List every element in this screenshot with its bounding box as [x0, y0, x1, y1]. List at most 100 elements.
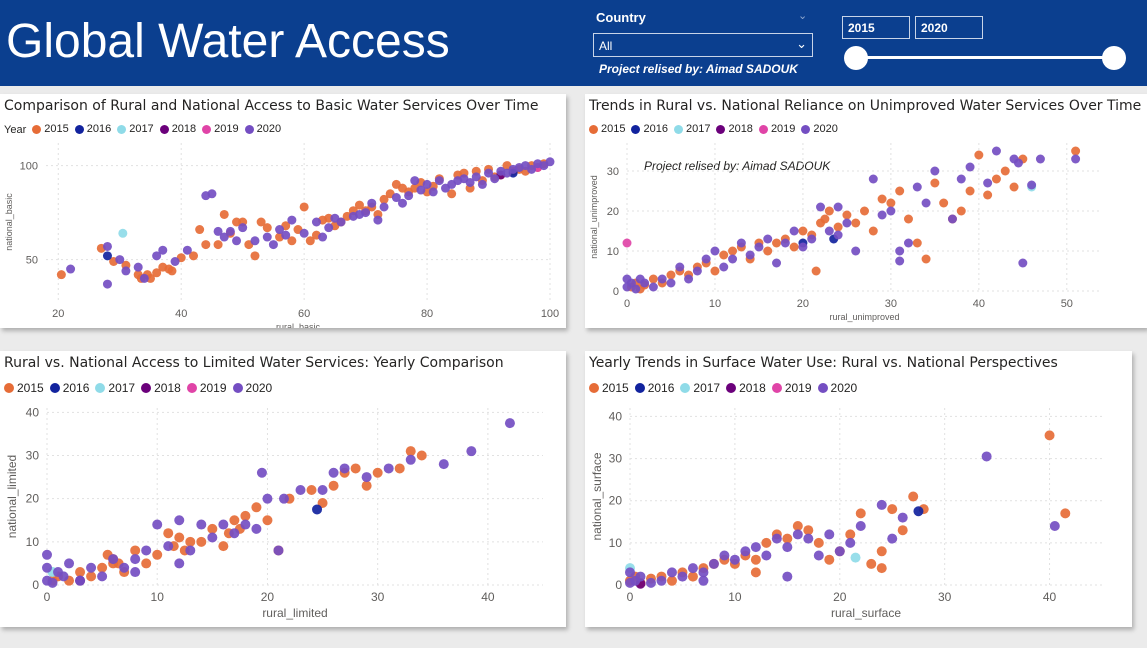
data-point-2020[interactable] — [434, 176, 444, 186]
data-point-2020[interactable] — [1027, 180, 1037, 190]
data-point-2020[interactable] — [373, 215, 383, 225]
data-point-2020[interactable] — [834, 546, 845, 557]
data-point-2020[interactable] — [645, 577, 656, 588]
data-point-2020[interactable] — [745, 250, 755, 260]
data-point-2015[interactable] — [772, 238, 782, 248]
data-point-2015[interactable] — [201, 240, 211, 250]
data-point-2015[interactable] — [811, 266, 821, 276]
data-point-2015[interactable] — [152, 549, 163, 560]
data-point-2015[interactable] — [174, 532, 185, 543]
data-point-2015[interactable] — [256, 217, 266, 227]
data-point-2020[interactable] — [736, 238, 746, 248]
data-point-2020[interactable] — [719, 262, 729, 272]
data-point-2020[interactable] — [771, 533, 782, 544]
data-point-2015[interactable] — [868, 226, 878, 236]
data-point-2015[interactable] — [912, 238, 922, 248]
data-point-2015[interactable] — [262, 223, 272, 233]
data-point-2015[interactable] — [965, 186, 975, 196]
data-point-2020[interactable] — [956, 174, 966, 184]
data-point-2020[interactable] — [754, 242, 764, 252]
data-point-2020[interactable] — [238, 223, 248, 233]
data-point-2020[interactable] — [229, 528, 240, 539]
data-point-2020[interactable] — [780, 238, 790, 248]
data-point-2020[interactable] — [383, 463, 394, 474]
data-point-2020[interactable] — [130, 554, 141, 565]
data-point-2015[interactable] — [196, 536, 207, 547]
legend-item-2017[interactable]: 2017 — [673, 123, 710, 135]
data-point-2015[interactable] — [666, 270, 676, 280]
data-point-2020[interactable] — [405, 454, 416, 465]
data-point-2020[interactable] — [152, 519, 163, 530]
data-point-2016[interactable] — [312, 504, 323, 515]
data-point-2020[interactable] — [268, 240, 278, 250]
data-point-2015[interactable] — [887, 504, 898, 515]
data-point-2020[interactable] — [886, 206, 896, 216]
data-point-2020[interactable] — [152, 251, 162, 261]
data-point-2015[interactable] — [728, 246, 738, 256]
data-point-2020[interactable] — [991, 146, 1001, 156]
data-point-2020[interactable] — [262, 493, 273, 504]
data-point-2020[interactable] — [792, 529, 803, 540]
data-point-2020[interactable] — [185, 545, 196, 556]
data-point-2015[interactable] — [75, 567, 86, 578]
legend-item-2019[interactable]: 2019 — [202, 123, 239, 135]
data-point-2017[interactable] — [118, 228, 128, 238]
data-point-2020[interactable] — [698, 575, 709, 586]
data-point-2015[interactable] — [163, 528, 174, 539]
data-point-2020[interactable] — [527, 164, 537, 174]
data-point-2020[interactable] — [240, 519, 251, 530]
data-point-2020[interactable] — [666, 278, 676, 288]
data-point-2020[interactable] — [133, 262, 143, 272]
data-point-2015[interactable] — [845, 529, 856, 540]
data-point-2020[interactable] — [855, 521, 866, 531]
data-point-2020[interactable] — [119, 562, 130, 573]
data-point-2020[interactable] — [299, 228, 309, 238]
data-point-2015[interactable] — [379, 194, 389, 204]
data-point-2020[interactable] — [798, 242, 808, 252]
data-point-2020[interactable] — [1035, 154, 1045, 164]
data-point-2015[interactable] — [361, 480, 372, 491]
data-point-2020[interactable] — [490, 174, 500, 184]
data-point-2015[interactable] — [813, 537, 824, 548]
legend-item-2016[interactable]: 2016 — [634, 381, 674, 395]
data-point-2020[interactable] — [75, 575, 86, 586]
data-point-2020[interactable] — [207, 532, 218, 543]
data-point-2015[interactable] — [792, 521, 803, 531]
data-point-2015[interactable] — [350, 463, 361, 474]
data-point-2020[interactable] — [842, 218, 852, 228]
year-slider-end-handle[interactable] — [1102, 46, 1126, 70]
data-point-2015[interactable] — [416, 450, 427, 461]
data-point-2015[interactable] — [824, 206, 834, 216]
data-point-2015[interactable] — [761, 537, 772, 548]
data-point-2015[interactable] — [866, 558, 877, 569]
data-point-2015[interactable] — [750, 554, 761, 565]
data-point-2020[interactable] — [336, 217, 346, 227]
data-point-2020[interactable] — [657, 274, 667, 284]
data-point-2020[interactable] — [466, 446, 477, 457]
data-point-2015[interactable] — [213, 240, 223, 250]
data-point-2015[interactable] — [167, 266, 177, 276]
chevron-down-icon[interactable]: ⌄ — [796, 37, 807, 52]
data-point-2015[interactable] — [262, 515, 273, 526]
data-point-2015[interactable] — [189, 251, 199, 261]
legend-item-2017[interactable]: 2017 — [95, 381, 135, 395]
data-point-2020[interactable] — [740, 546, 751, 557]
data-point-2015[interactable] — [824, 554, 835, 565]
data-point-2015[interactable] — [789, 242, 799, 252]
data-point-2020[interactable] — [317, 485, 328, 496]
data-point-2020[interactable] — [465, 178, 475, 187]
data-point-2020[interactable] — [876, 499, 887, 510]
data-point-2020[interactable] — [782, 542, 793, 553]
data-point-2015[interactable] — [152, 268, 162, 278]
data-point-2020[interactable] — [625, 567, 635, 578]
data-point-2020[interactable] — [698, 567, 709, 578]
data-point-2020[interactable] — [281, 230, 291, 240]
data-point-2020[interactable] — [845, 537, 856, 548]
legend-item-2015[interactable]: 2015 — [589, 123, 625, 135]
data-point-2015[interactable] — [354, 200, 364, 210]
data-point-2020[interactable] — [729, 554, 740, 565]
year-slider-track[interactable] — [856, 56, 1114, 59]
data-point-2020[interactable] — [772, 258, 782, 268]
data-point-2015[interactable] — [328, 480, 339, 491]
data-point-2020[interactable] — [1049, 521, 1060, 531]
